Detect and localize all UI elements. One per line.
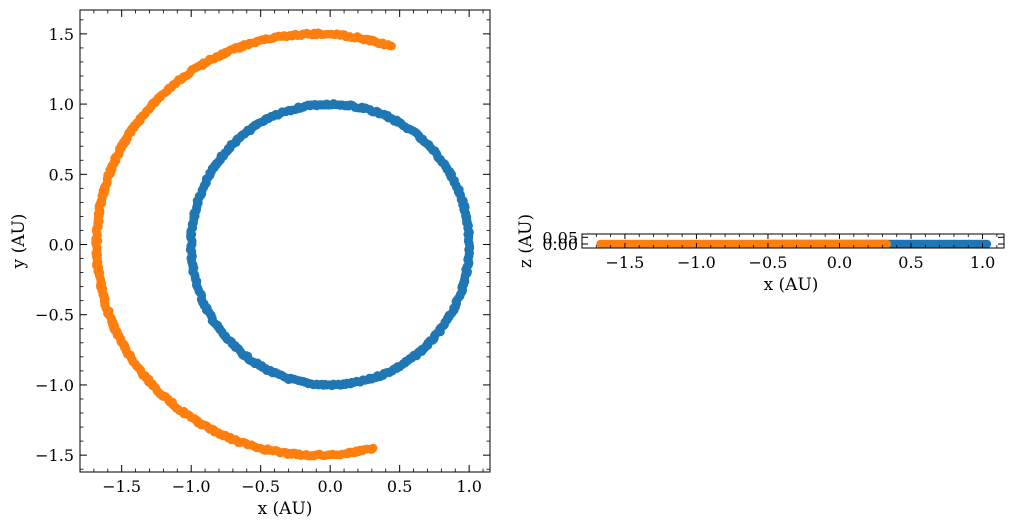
- y-tick-label: 1.5: [49, 25, 74, 44]
- series-2-orbit-points: [91, 28, 396, 461]
- series-1-point: [465, 241, 475, 251]
- xz-panel: −1.5 −1.0 −0.5 0.0 0.5 1.0 0.000.05 x (AU) z …: [516, 214, 1005, 295]
- x-tick-label: 0.0: [317, 477, 342, 496]
- xz-x-tick-label: −1.0: [677, 253, 716, 272]
- xz-x-tick-label: −0.5: [749, 253, 788, 272]
- xz-x-tick-labels: −1.5 −1.0 −0.5 0.0 0.5 1.0: [605, 253, 995, 272]
- xz-y-tick-labels: 0.000.05: [542, 228, 578, 254]
- xy-tick-marks: [80, 10, 490, 472]
- x-tick-label: 1.0: [456, 477, 481, 496]
- xz-x-tick-label: 1.0: [970, 253, 995, 272]
- y-tick-label: −1.5: [35, 446, 74, 465]
- series-2-point: [368, 443, 378, 453]
- xy-plot-frame: [79, 9, 491, 473]
- xz-x-axis-label: x (AU): [764, 275, 819, 295]
- x-tick-label: 0.5: [387, 477, 412, 496]
- x-tick-label: −1.0: [172, 477, 211, 496]
- xz-x-tick-label: −1.5: [605, 253, 644, 272]
- xz-tick-marks: [582, 234, 1004, 248]
- y-tick-label: 0.0: [49, 236, 74, 255]
- y-tick-label: 0.5: [49, 165, 74, 184]
- xz-z-tick-label: 0.00: [542, 235, 578, 254]
- xy-y-tick-labels: −1.5 −1.0 −0.5 0.0 0.5 1.0 1.5: [35, 25, 74, 465]
- y-tick-label: 1.0: [49, 95, 74, 114]
- series-2-xz-points: [596, 239, 891, 248]
- xy-x-tick-labels: −1.5 −1.0 −0.5 0.0 0.5 1.0: [102, 477, 482, 496]
- xz-z-axis-label: z (AU): [516, 214, 536, 268]
- y-tick-label: −1.0: [35, 376, 74, 395]
- xy-y-axis-label: y (AU): [9, 214, 29, 270]
- y-tick-label: −0.5: [35, 306, 74, 325]
- xz-z-tick-label: 0.05: [542, 228, 578, 247]
- x-tick-label: −0.5: [241, 477, 280, 496]
- series-1-orbit-points: [185, 99, 475, 391]
- x-tick-label: −1.5: [102, 477, 141, 496]
- xz-plot-frame: [581, 233, 1005, 249]
- xz-x-tick-label: 0.0: [827, 253, 852, 272]
- series-2-xz-point: [882, 239, 891, 248]
- xy-panel: −1.5 −1.0 −0.5 0.0 0.5 1.0 −1.5 −1.0 −0.5 0.0 0.5…: [9, 9, 491, 519]
- xz-x-tick-label: 0.5: [898, 253, 923, 272]
- series-1-xz-point: [982, 239, 992, 248]
- xy-x-axis-label: x (AU): [258, 499, 313, 519]
